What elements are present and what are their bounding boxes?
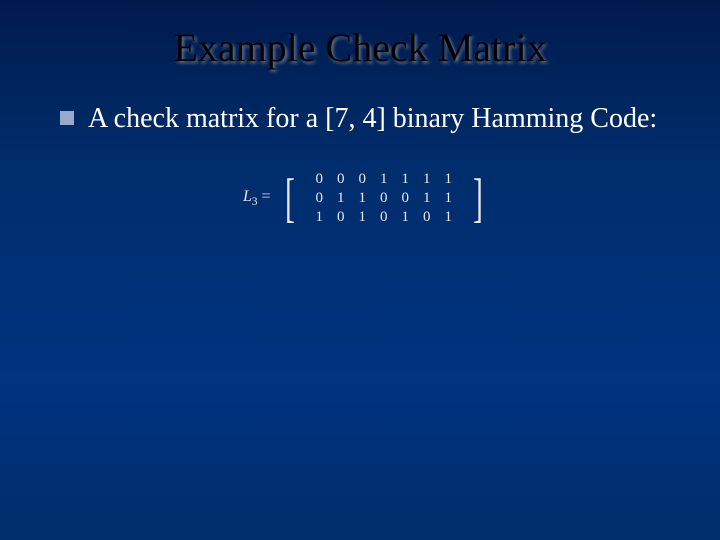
matrix-cell: 1 xyxy=(438,170,460,189)
slide: Example Check Matrix A check matrix for … xyxy=(0,0,720,540)
matrix-cell: 0 xyxy=(330,170,352,189)
right-bracket-icon: ] xyxy=(473,170,483,227)
matrix-cell: 1 xyxy=(438,189,460,208)
matrix-cell: 1 xyxy=(330,189,352,208)
matrix-var: L xyxy=(243,188,252,205)
matrix-cell: 1 xyxy=(416,170,438,189)
matrix-cell: 0 xyxy=(373,189,395,208)
matrix-table: 000111101100111010101 xyxy=(309,170,460,227)
matrix-cell: 0 xyxy=(395,189,417,208)
matrix-cell: 0 xyxy=(330,208,352,227)
matrix-row: 0110011 xyxy=(309,189,460,208)
matrix-cell: 1 xyxy=(438,208,460,227)
bullet-text: A check matrix for a [7, 4] binary Hammi… xyxy=(88,101,657,136)
matrix-container: L3 = [ 000111101100111010101 ] xyxy=(60,170,670,227)
matrix-cell: 0 xyxy=(309,170,331,189)
matrix-cell: 0 xyxy=(352,170,374,189)
matrix-cell: 1 xyxy=(352,208,374,227)
body-area: A check matrix for a [7, 4] binary Hammi… xyxy=(0,91,720,227)
left-bracket-icon: [ xyxy=(285,170,295,227)
matrix-cell: 0 xyxy=(373,208,395,227)
matrix-sub: 3 xyxy=(252,197,258,209)
matrix-cell: 1 xyxy=(416,189,438,208)
matrix-block: L3 = [ 000111101100111010101 ] xyxy=(243,170,487,227)
matrix-cell: 1 xyxy=(373,170,395,189)
matrix-row: 0001111 xyxy=(309,170,460,189)
bullet-row: A check matrix for a [7, 4] binary Hammi… xyxy=(60,101,670,136)
matrix-cell: 1 xyxy=(395,208,417,227)
matrix-equals: = xyxy=(262,188,271,205)
matrix-cell: 0 xyxy=(309,189,331,208)
matrix-cell: 1 xyxy=(352,189,374,208)
matrix-row: 1010101 xyxy=(309,208,460,227)
matrix-cell: 1 xyxy=(395,170,417,189)
matrix-cell: 1 xyxy=(309,208,331,227)
square-bullet-icon xyxy=(60,111,74,125)
matrix-cell: 0 xyxy=(416,208,438,227)
slide-title: Example Check Matrix xyxy=(0,0,720,91)
matrix-label: L3 = xyxy=(243,188,271,208)
